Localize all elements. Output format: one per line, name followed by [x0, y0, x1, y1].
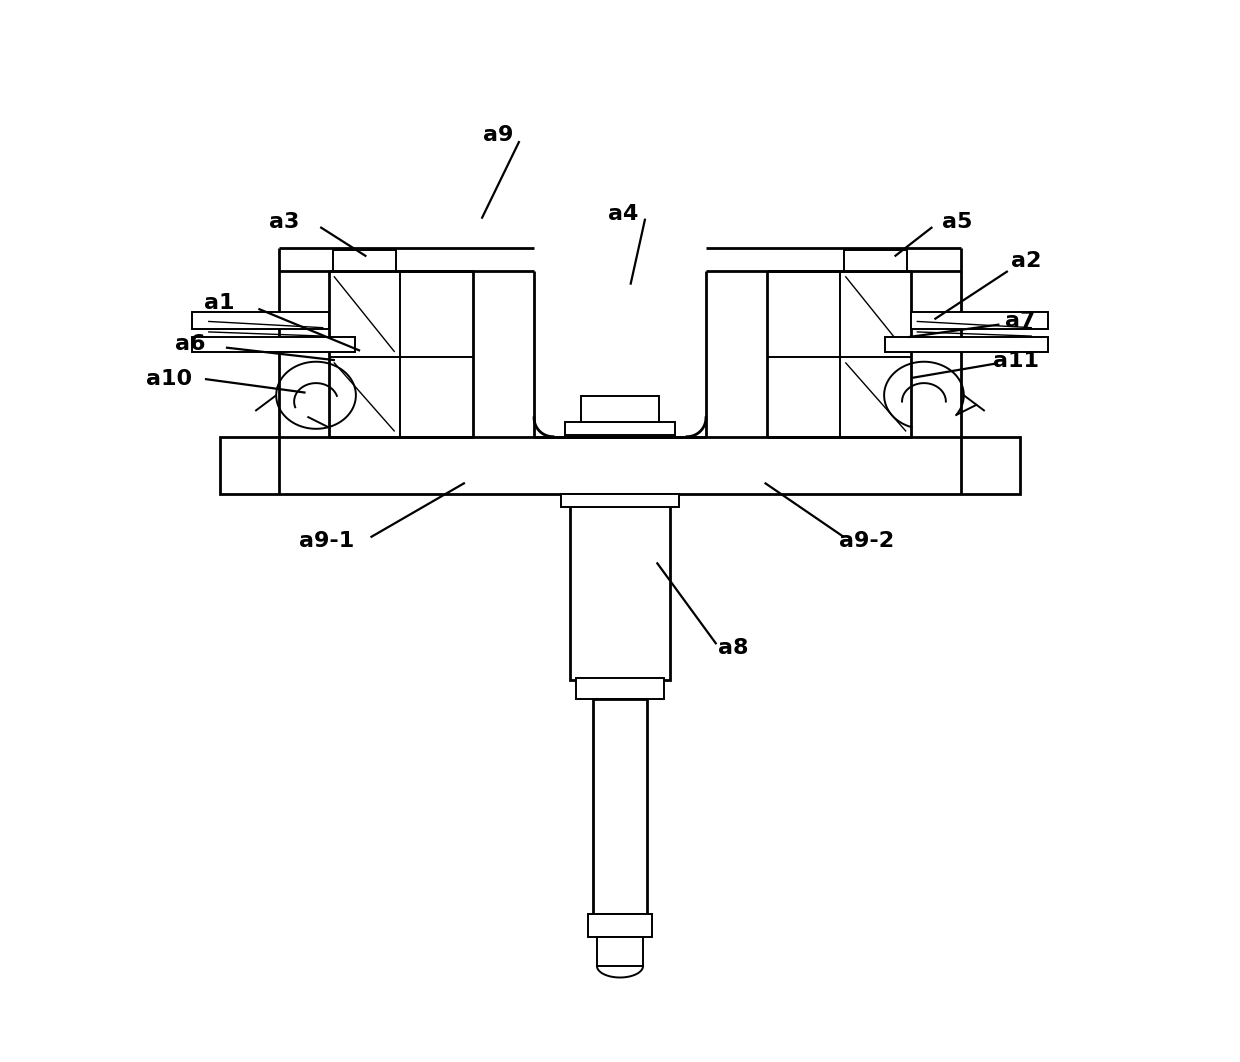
Bar: [332, 251, 396, 271]
Bar: [593, 699, 647, 913]
Text: a4: a4: [608, 205, 639, 224]
Bar: [219, 436, 1021, 494]
Bar: [569, 494, 671, 680]
Text: a9: a9: [484, 125, 513, 144]
Text: a2: a2: [1012, 251, 1042, 271]
Text: a1: a1: [205, 292, 234, 312]
Bar: [844, 251, 908, 271]
Bar: [596, 937, 644, 966]
Text: a9-2: a9-2: [838, 531, 894, 551]
Text: a8: a8: [718, 638, 749, 658]
Text: a11: a11: [993, 352, 1039, 372]
Text: a5: a5: [942, 211, 972, 232]
Text: a3: a3: [269, 211, 300, 232]
Text: a10: a10: [146, 369, 192, 389]
Bar: [885, 337, 1048, 353]
Bar: [575, 678, 665, 699]
Bar: [582, 396, 658, 422]
Bar: [911, 312, 1048, 329]
Bar: [192, 312, 329, 329]
Bar: [565, 422, 675, 434]
Bar: [192, 337, 355, 353]
Text: a7: a7: [1006, 311, 1035, 331]
Bar: [562, 494, 678, 507]
Bar: [588, 913, 652, 937]
Text: a9-1: a9-1: [299, 531, 355, 551]
Text: a6: a6: [175, 335, 206, 355]
